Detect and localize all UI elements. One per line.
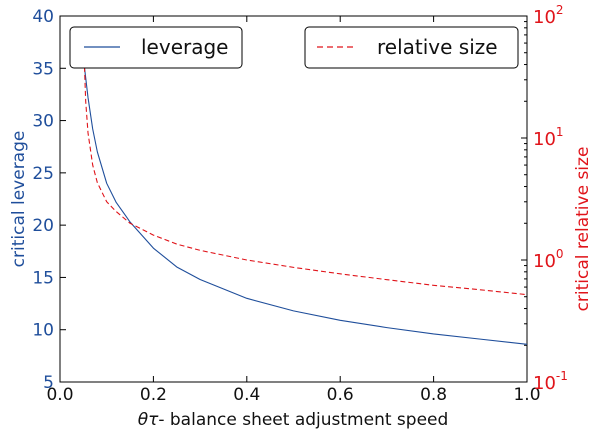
y-right-tick-exponent: 2 [556,3,564,17]
x-tick-label: 0.2 [140,385,167,405]
x-axis-label: θτ- balance sheet adjustment speed [138,410,449,430]
series-layer [82,34,528,345]
series-line-relative-size [82,34,528,296]
y-left-tick-label: 15 [32,268,54,288]
y-left-tick-label: 30 [32,112,54,132]
y-left-tick-label: 20 [32,216,54,236]
x-tick-label: 0.0 [46,385,73,405]
legend-leverage-label: leverage [141,35,228,59]
ticks-layer: 0.0 0.2 0.4 0.6 0.8 1.051015202530354010-1100… [32,3,568,405]
y-right-tick-base: 10 [533,7,556,28]
y-right-tick-exponent: 1 [556,125,564,139]
x-tick-label: 1.0 [513,385,540,405]
y-left-tick-label: 40 [32,7,54,27]
y-left-tick-label: 25 [32,164,54,184]
x-axis-label-text: - balance sheet adjustment speed [158,410,448,430]
legend-relative-size-box [304,26,519,69]
x-axis-label-symbol: θτ [138,410,159,430]
y-right-tick-label: 101 [533,125,564,150]
x-tick-label: 0.6 [327,385,354,405]
legend-relative-size-label: relative size [377,35,498,59]
y-right-tick-base: 10 [533,373,556,394]
y-right-tick-exponent: 0 [556,247,564,261]
x-tick-label: 0.4 [233,385,260,405]
y-axis-label-right: critical relative size [573,147,593,312]
y-left-tick-label: 10 [32,321,54,341]
y-right-tick-label: 100 [533,247,564,272]
plot-frame [59,15,528,383]
y-right-tick-base: 10 [533,129,556,150]
y-right-tick-exponent: -1 [556,369,568,383]
y-right-tick-base: 10 [533,251,556,272]
y-right-tick-label: 102 [533,3,564,28]
y-left-tick-label: 5 [43,373,54,393]
legend-leverage: leverage [69,26,243,69]
x-tick-label: 0.8 [420,385,447,405]
y-right-tick-label: 10-1 [533,369,568,394]
y-axis-label-left: critical leverage [9,131,29,268]
y-left-tick-label: 35 [32,59,54,79]
series-line-leverage [82,57,528,345]
legend-leverage-box [69,26,243,69]
legend-relative-size: relative size [304,26,519,69]
